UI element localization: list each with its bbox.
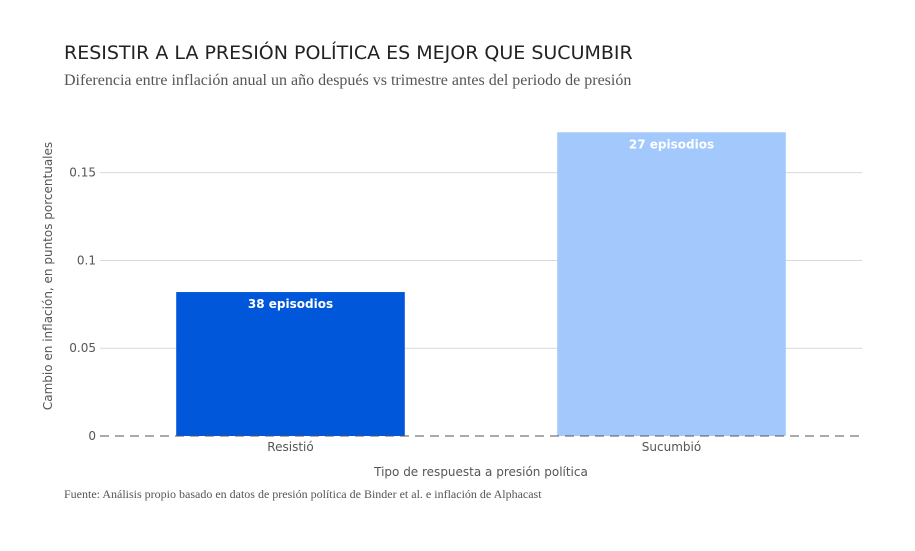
x-tick-label: Sucumbió bbox=[642, 440, 701, 454]
y-tick-label: 0.05 bbox=[69, 341, 96, 355]
source-note: Fuente: Análisis propio basado en datos … bbox=[64, 487, 542, 501]
x-axis-ticks: Resistió Sucumbió bbox=[267, 440, 701, 454]
bar-data-label: 27 episodios bbox=[629, 137, 714, 151]
y-axis-label: Cambio en inflación, en puntos porcentua… bbox=[41, 142, 55, 410]
chart-subtitle: Diferencia entre inflación anual un año … bbox=[64, 72, 631, 89]
bar-2 bbox=[557, 132, 786, 437]
bar-1 bbox=[176, 292, 405, 436]
y-tick-label: 0.15 bbox=[69, 166, 96, 180]
y-tick-label: 0.1 bbox=[77, 253, 96, 267]
chart-title: RESISTIR A LA PRESIÓN POLÍTICA ES MEJOR … bbox=[64, 40, 633, 64]
y-axis-ticks: 0 0.05 0.1 0.15 bbox=[69, 166, 96, 443]
bar-data-label: 38 episodios bbox=[248, 297, 333, 311]
x-axis-label: Tipo de respuesta a presión política bbox=[373, 465, 588, 479]
bars: 38 episodios 27 episodios bbox=[176, 132, 786, 437]
y-tick-label: 0 bbox=[88, 429, 96, 443]
x-tick-label: Resistió bbox=[267, 440, 313, 454]
